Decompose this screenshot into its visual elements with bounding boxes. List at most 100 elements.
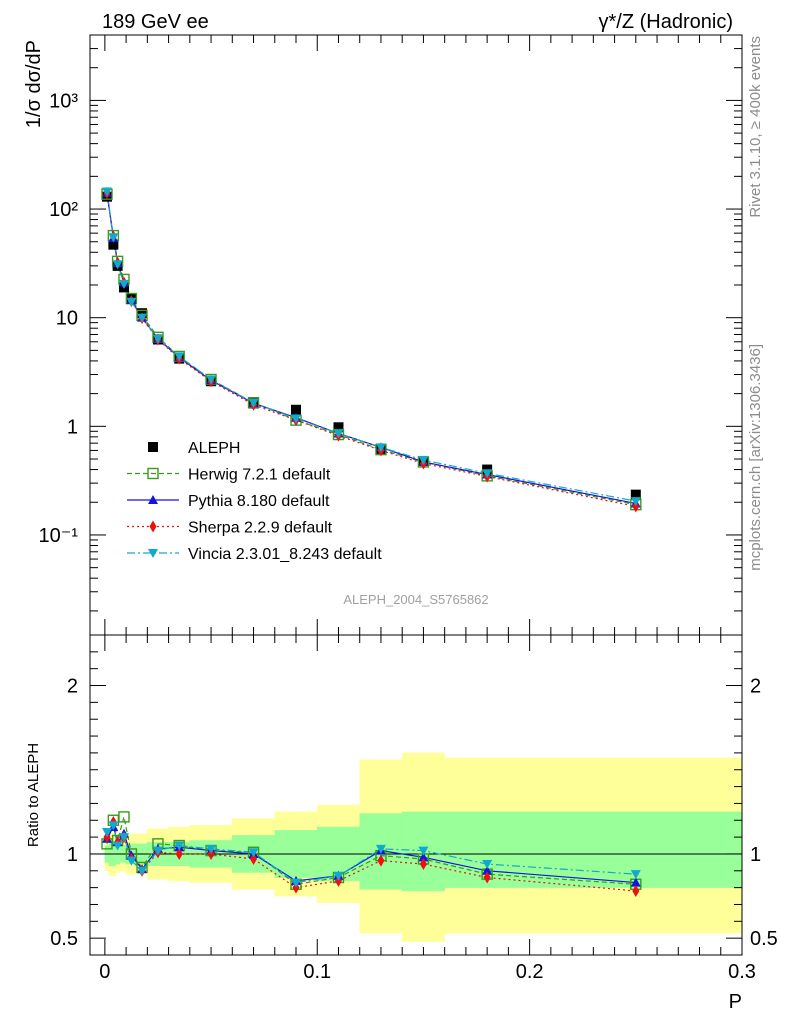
main-x-ticks [104, 35, 743, 635]
main-point-vincia [101, 187, 112, 197]
main-point-vincia [126, 297, 137, 307]
ratio-point-sherpa [334, 874, 342, 887]
rivet-version-label: Rivet 3.1.10, ≥ 400k events [747, 36, 764, 218]
legend-marker-vincia [148, 549, 158, 558]
legend-label-herwig: Herwig 7.2.1 default [188, 467, 331, 484]
main-y-axis-label: 1/σ dσ/dP [23, 40, 45, 128]
ratio-point-pythia [418, 852, 429, 862]
main-series-line-pythia [106, 193, 636, 505]
ratio-point-vincia [418, 846, 429, 856]
ratio-point-sherpa [292, 881, 300, 894]
ratio-uncertainty-bands [90, 752, 743, 942]
main-point-vincia [630, 497, 641, 507]
main-point-aleph [333, 422, 344, 433]
ratio-point-vincia [137, 866, 148, 876]
ratio-point-vincia [174, 841, 185, 851]
ratio-point-sherpa [377, 854, 385, 867]
ratio-point-herwig [118, 811, 130, 823]
ratio-point-vincia [482, 860, 493, 870]
legend-label-pythia: Pythia 8.180 default [188, 493, 330, 510]
main-y-tick-label: 10³ [49, 90, 78, 112]
x-tick-label: 0.3 [728, 961, 756, 983]
main-series-group [101, 186, 642, 513]
legend-marker-aleph [148, 442, 158, 452]
ratio-point-vincia [101, 828, 112, 838]
ratio-series-line-herwig [106, 816, 636, 885]
main-panel: 10⁻¹ 1 10 10² 10³ ALEPH Herwig 7.2.1 default P… [23, 11, 764, 636]
main-point-vincia [291, 414, 302, 424]
main-point-vincia [137, 313, 148, 323]
ratio-point-sherpa [419, 858, 427, 871]
main-point-vincia [333, 429, 344, 439]
legend-label-vincia: Vincia 2.3.01_8.243 default [188, 546, 382, 563]
main-point-vincia [418, 455, 429, 465]
main-series-line-herwig [106, 194, 636, 506]
main-point-aleph [108, 239, 119, 250]
ratio-point-vincia [291, 878, 302, 888]
main-point-vincia [152, 334, 163, 344]
analysis-tag: ALEPH_2004_S5765862 [343, 592, 488, 607]
main-point-vincia [174, 352, 185, 362]
x-tick-label: 0.2 [516, 961, 544, 983]
ratio-point-pythia [630, 877, 641, 887]
ratio-point-sherpa [483, 871, 491, 884]
ratio-point-vincia [126, 856, 137, 866]
legend: ALEPH Herwig 7.2.1 default Pythia 8.180 de… [127, 440, 382, 563]
ratio-y-tick-label: 1 [750, 844, 761, 866]
ratio-point-vincia [333, 871, 344, 881]
main-series-line-sherpa [106, 192, 636, 508]
mcplots-source-label: mcplots.cern.ch [arXiv:1306.3436] [747, 344, 764, 571]
ratio-series-line-vincia [106, 824, 636, 884]
main-point-aleph [630, 489, 641, 500]
ratio-series-line-pythia [106, 825, 636, 884]
ratio-point-vincia [108, 821, 119, 831]
chart-title-right: γ*/Z (Hadronic) [599, 11, 733, 33]
ratio-y-axis-label: Ratio to ALEPH [25, 743, 42, 847]
ratio-y-tick-label: 2 [67, 676, 78, 698]
legend-marker-herwig [147, 467, 159, 480]
main-y-tick-label: 1 [67, 416, 78, 438]
x-axis-label: P [729, 991, 742, 1013]
legend-marker-pythia [148, 495, 158, 504]
ratio-point-vincia [118, 833, 129, 843]
legend-label-sherpa: Sherpa 2.2.9 default [188, 520, 333, 537]
main-panel-frame [89, 34, 743, 636]
main-y-ticks: 10⁻¹ 1 10 10² 10³ [39, 34, 742, 612]
ratio-point-vincia [630, 870, 641, 880]
ratio-y-tick-label: 1 [67, 844, 78, 866]
ratio-point-sherpa [175, 847, 183, 860]
ratio-point-sherpa [250, 853, 258, 865]
ratio-y-tick-label: 0.5 [750, 928, 778, 950]
main-point-vincia [118, 279, 129, 289]
ratio-point-vincia [112, 841, 123, 851]
main-point-aleph [291, 404, 302, 415]
legend-label-aleph: ALEPH [188, 440, 240, 457]
ratio-y-ticks: 0.5 0.5 1 1 2 2 [50, 651, 778, 950]
main-y-tick-label: 10 [56, 308, 78, 330]
ratio-series-line-sherpa [106, 819, 636, 892]
main-y-tick-label: 10⁻¹ [39, 525, 79, 547]
main-point-vincia [112, 260, 123, 270]
ratio-point-sherpa [632, 885, 640, 897]
main-point-vincia [206, 375, 217, 385]
chart-title-left: 189 GeV ee [102, 11, 209, 33]
ratio-point-pythia [482, 865, 493, 875]
main-point-sherpa [632, 500, 640, 513]
x-tick-label: 0 [99, 961, 110, 983]
ratio-point-vincia [375, 844, 386, 854]
ratio-y-tick-label: 2 [750, 676, 761, 698]
x-tick-label: 0.1 [303, 961, 331, 983]
ratio-panel: 0.5 0.5 1 1 2 2 0 0.1 0.2 0.3 Ratio to ALEPH P [25, 634, 778, 1013]
main-point-vincia [108, 233, 119, 243]
ratio-y-tick-label: 0.5 [50, 928, 78, 950]
main-series-line-vincia [106, 191, 636, 502]
ratio-panel-frame [89, 634, 743, 956]
ratio-point-sherpa [207, 847, 215, 860]
ratio-point-vincia [248, 848, 259, 858]
main-point-vincia [482, 469, 493, 479]
ratio-point-sherpa [103, 831, 111, 844]
ratio-point-vincia [152, 846, 163, 856]
main-y-tick-label: 10² [49, 199, 78, 221]
main-point-vincia [375, 443, 386, 453]
